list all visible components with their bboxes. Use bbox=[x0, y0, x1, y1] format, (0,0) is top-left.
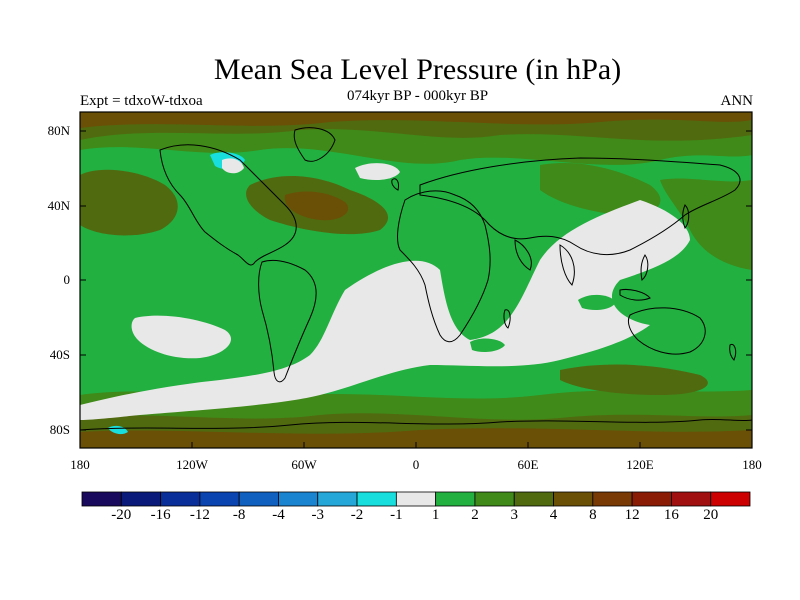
y-tick-label: 0 bbox=[63, 272, 71, 287]
colorbar-label: -4 bbox=[272, 507, 285, 523]
colorbar-swatch bbox=[81, 491, 122, 507]
field-npac-olive bbox=[80, 169, 178, 236]
coastlines bbox=[80, 127, 752, 431]
field-nh-brown bbox=[80, 112, 752, 128]
colorbar-swatch bbox=[553, 491, 594, 507]
plot-subtitle: 074kyr BP - 000kyr BP bbox=[346, 88, 489, 104]
colorbar-swatch bbox=[631, 491, 672, 507]
plot-title: Mean Sea Level Pressure (in hPa) bbox=[213, 53, 622, 86]
field-indian-green bbox=[470, 338, 505, 353]
colorbar-label: -3 bbox=[311, 507, 325, 523]
season-label: ANN bbox=[720, 93, 754, 109]
colorbar-swatch bbox=[513, 491, 554, 507]
x-tick-label: 180 bbox=[70, 457, 90, 472]
colorbar-label: 2 bbox=[471, 507, 479, 523]
colorbar-label: 8 bbox=[589, 507, 597, 523]
colorbar-label: 1 bbox=[431, 507, 440, 523]
colorbar-swatch bbox=[435, 491, 476, 507]
y-tick-label: 80S bbox=[49, 422, 70, 437]
field-npac-east-olive bbox=[660, 178, 752, 270]
field-indian-olive bbox=[560, 364, 708, 395]
colorbar-label: 16 bbox=[663, 507, 679, 523]
colorbar-label: 3 bbox=[510, 507, 518, 523]
colorbar-swatch bbox=[395, 491, 437, 507]
colorbar-label: -1 bbox=[390, 507, 403, 523]
colorbar-swatch bbox=[199, 491, 240, 507]
x-tick-label: 120W bbox=[176, 457, 208, 472]
x-tick-label: 60E bbox=[517, 457, 539, 472]
field-natl-brown bbox=[284, 191, 349, 221]
colorbar-label: -8 bbox=[232, 507, 246, 523]
x-tick-label: 180 bbox=[742, 457, 762, 472]
y-tick-label: 80N bbox=[47, 123, 70, 138]
colorbar-label: 12 bbox=[624, 507, 640, 523]
y-tick-label: 40S bbox=[49, 347, 70, 362]
experiment-label: Expt = tdxoW-tdxoa bbox=[80, 93, 203, 109]
field-asia-olive bbox=[540, 162, 661, 215]
field-natl-grey bbox=[355, 163, 400, 180]
field-atl-grey bbox=[80, 200, 690, 420]
y-tick-marks bbox=[80, 130, 752, 431]
colorbar-label: -12 bbox=[189, 507, 210, 523]
colorbar-swatch bbox=[356, 491, 397, 507]
colorbar-swatch bbox=[317, 491, 358, 507]
colorbar-swatch bbox=[710, 491, 751, 507]
colorbar-label: 20 bbox=[703, 507, 719, 523]
colorbar-label: -20 bbox=[111, 507, 132, 523]
colorbar-swatch bbox=[671, 491, 712, 507]
colorbar-swatch bbox=[278, 491, 319, 507]
x-tick-label: 120E bbox=[626, 457, 654, 472]
colorbar-swatch bbox=[238, 491, 279, 507]
field-so-brown bbox=[80, 428, 752, 448]
colorbar-label: -16 bbox=[150, 507, 171, 523]
colorbar-label: 4 bbox=[549, 507, 558, 523]
x-tick-label: 0 bbox=[412, 457, 420, 472]
field-spac-grey bbox=[131, 315, 231, 359]
colorbar-swatch bbox=[160, 491, 201, 507]
x-tick-label: 60W bbox=[291, 457, 317, 472]
pressure-field bbox=[80, 112, 752, 448]
field-pacific-green bbox=[578, 294, 616, 310]
colorbar-swatch bbox=[592, 491, 633, 507]
colorbar-label: -2 bbox=[350, 507, 364, 523]
colorbar-swatch bbox=[474, 491, 515, 507]
colorbar bbox=[81, 491, 751, 507]
field-greenland-grey bbox=[222, 158, 244, 174]
x-tick-marks bbox=[79, 442, 753, 448]
y-tick-label: 40N bbox=[47, 198, 70, 213]
colorbar-swatch bbox=[120, 491, 161, 507]
